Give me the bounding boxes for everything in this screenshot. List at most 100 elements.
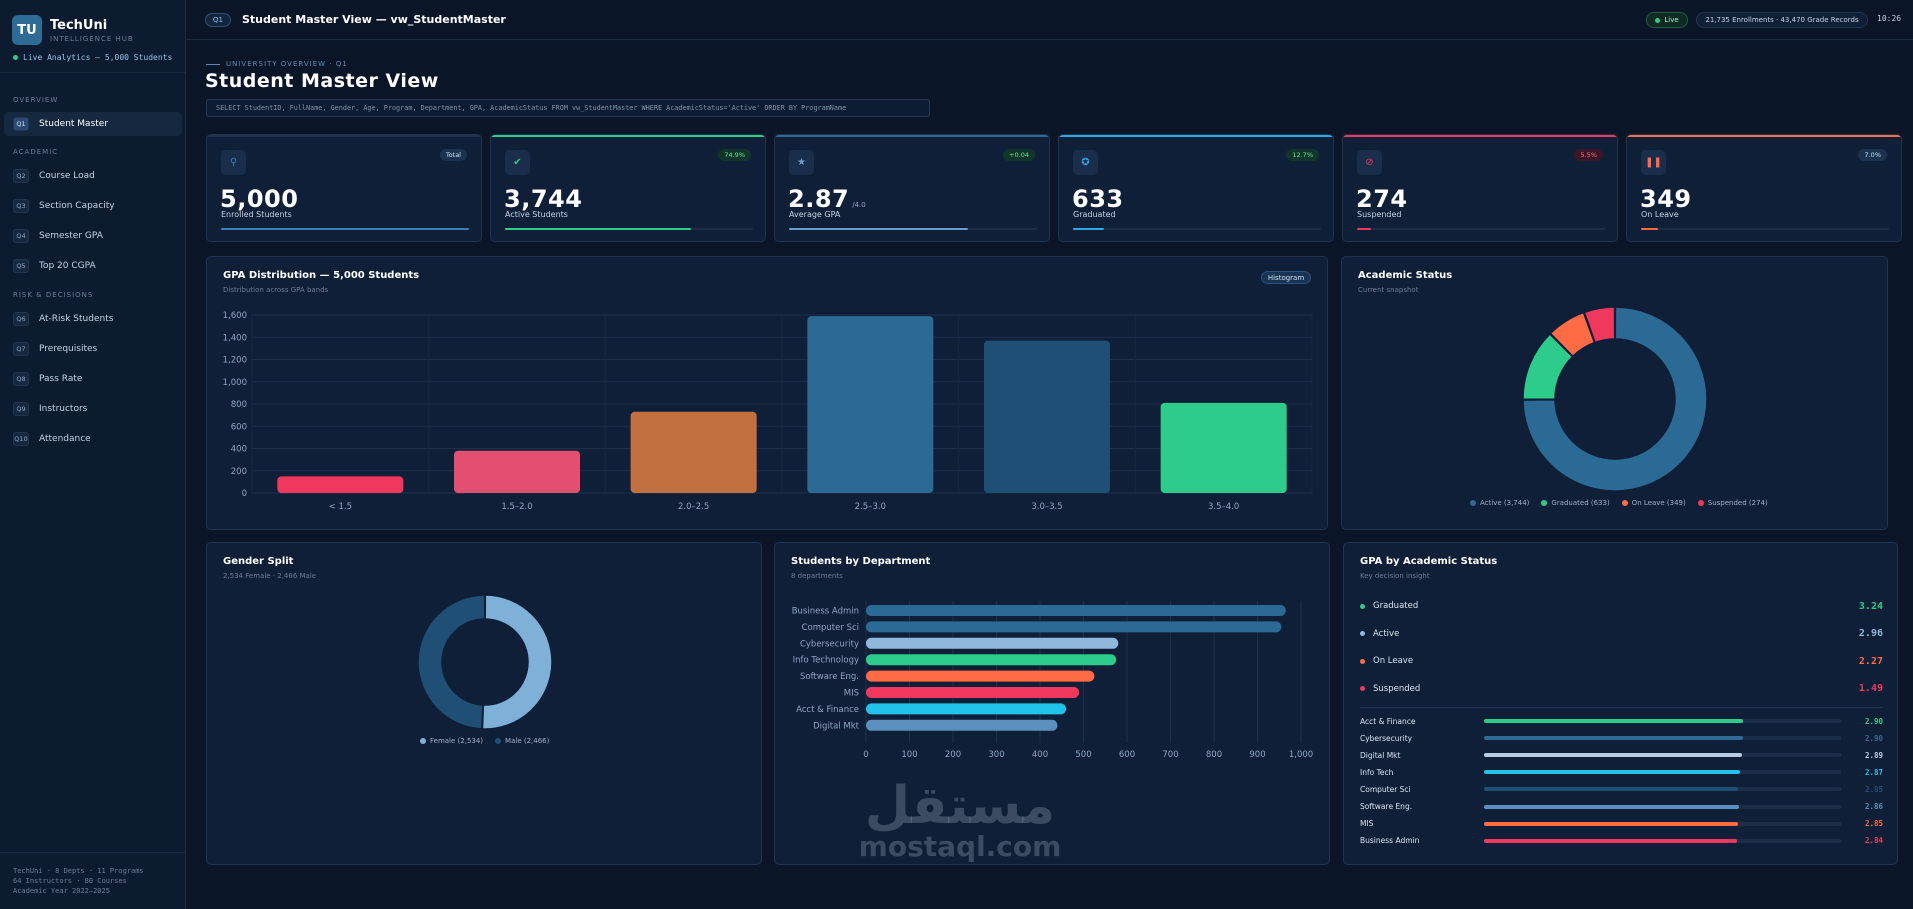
status-gpa-value: 2.27 (1858, 655, 1883, 667)
gpa-bar[interactable] (984, 340, 1110, 493)
kpi-value: 2.87/4.0 (788, 185, 866, 213)
app-name: TechUni (50, 17, 108, 33)
department-bar[interactable] (866, 605, 1286, 616)
donut-slice[interactable] (1549, 311, 1596, 358)
y-tick-label: 200 (231, 467, 247, 477)
department-bar[interactable] (866, 703, 1067, 715)
nav-code: Q7 (13, 342, 29, 356)
department-bar[interactable] (866, 687, 1080, 698)
panel-divider (1360, 707, 1883, 708)
live-dot-icon (1655, 17, 1661, 23)
x-tick-label: 800 (1206, 750, 1222, 760)
kpi-accent-line (1059, 135, 1333, 137)
department-gpa-fill (1484, 719, 1743, 723)
gpa-distribution-panel: GPA Distribution — 5,000 Students Distri… (206, 256, 1328, 530)
histogram-badge[interactable]: Histogram (1261, 271, 1311, 284)
legend-item: Female (2,534) (420, 737, 483, 745)
gpa-bar[interactable] (277, 476, 404, 493)
sidebar-item-instructors[interactable]: Q9 Instructors (4, 397, 182, 421)
sidebar-item-pass-rate[interactable]: Q8 Pass Rate (4, 367, 182, 391)
kpi-progress-track (1641, 228, 1889, 230)
kpi-accent-line (1627, 135, 1901, 137)
students-by-department-panel: Students by Department 8 departments 0 10… (774, 542, 1330, 865)
y-tick-label: Computer Sci (802, 623, 859, 633)
donut-slice[interactable] (417, 594, 486, 730)
graduation-icon: ⚲ (221, 150, 246, 175)
sidebar-item-course-load[interactable]: Q2 Course Load (4, 164, 182, 188)
department-bar[interactable] (866, 654, 1117, 666)
y-tick-label: 1,200 (223, 356, 247, 366)
y-tick-label: 1,000 (223, 378, 247, 388)
nav-label: Attendance (39, 434, 91, 444)
department-gpa-value: 2.84 (1864, 836, 1883, 846)
status-dot-icon (1360, 631, 1365, 636)
live-analytics-status: Live Analytics — 5,000 Students (13, 53, 172, 62)
x-tick-label: 500 (1075, 750, 1091, 760)
footer-line: Academic Year 2022–2025 (13, 887, 110, 895)
kpi-card: ✔ 74.9% 3,744 Active Students (490, 134, 766, 242)
nav-code: Q4 (13, 229, 29, 243)
blocked-icon: ⊘ (1357, 150, 1382, 175)
nav-label: At-Risk Students (39, 314, 114, 324)
legend-item: Active (3,744) (1470, 499, 1529, 507)
department-gpa-track (1484, 753, 1841, 758)
eyebrow: UNIVERSITY OVERVIEW · Q1 (206, 60, 348, 68)
kpi-card: ⊘ 5.5% 274 Suspended (1342, 134, 1618, 242)
sidebar-item-prerequisites[interactable]: Q7 Prerequisites (4, 337, 182, 361)
live-label: Live (1664, 16, 1679, 24)
sidebar-item-top-20-cgpa[interactable]: Q5 Top 20 CGPA (4, 254, 182, 278)
donut-slice[interactable] (1583, 306, 1616, 344)
legend-item: Suspended (274) (1697, 499, 1768, 507)
nav-code: Q10 (13, 432, 29, 446)
donut-slice[interactable] (1522, 306, 1708, 492)
live-pill: Live (1646, 12, 1688, 28)
department-gpa-fill (1484, 787, 1739, 792)
department-bar[interactable] (866, 621, 1282, 633)
nav-code: Q5 (13, 259, 29, 273)
department-gpa-fill (1484, 838, 1738, 843)
sidebar-divider (0, 72, 186, 73)
department-bar[interactable] (866, 637, 1119, 649)
y-tick-label: Business Admin (792, 607, 859, 617)
panel-title: GPA by Academic Status (1360, 556, 1498, 567)
x-tick-label: 1,000 (1289, 750, 1313, 760)
department-gpa-value: 2.89 (1864, 750, 1883, 760)
gpa-bar[interactable] (454, 450, 580, 493)
watermark: مستقل mostaql.com (840, 780, 1080, 862)
gpa-bar[interactable] (1160, 402, 1287, 493)
kpi-accent-line (775, 135, 1049, 137)
x-tick-label: 3.0–3.5 (1031, 502, 1062, 512)
donut-slice[interactable] (1522, 333, 1574, 400)
x-tick-label: 900 (1249, 750, 1265, 760)
y-tick-label: Software Eng. (800, 672, 859, 682)
department-bar[interactable] (866, 670, 1095, 682)
nav-code: Q8 (13, 372, 29, 386)
logo: TU (12, 15, 42, 45)
gpa-bar[interactable] (630, 411, 757, 493)
kpi-tag: 74.9% (718, 149, 751, 161)
gpa-bar[interactable] (807, 316, 934, 493)
legend-swatch (420, 738, 426, 744)
sidebar-item-at-risk-students[interactable]: Q6 At-Risk Students (4, 307, 182, 331)
sidebar-item-student-master[interactable]: Q1 Student Master (4, 112, 182, 136)
y-tick-label: 0 (242, 489, 247, 499)
kpi-progress-fill (789, 228, 968, 230)
kpi-progress-fill (1641, 228, 1659, 230)
topbar-title: Student Master View — vw_StudentMaster (242, 13, 506, 26)
department-gpa-track (1484, 719, 1841, 723)
sidebar-item-section-capacity[interactable]: Q3 Section Capacity (4, 194, 182, 218)
department-gpa-row: Info Tech 2.87 (1360, 766, 1883, 778)
sidebar-item-semester-gpa[interactable]: Q4 Semester GPA (4, 224, 182, 248)
panel-subtitle: 8 departments (791, 572, 843, 580)
kpi-card: ⚲ Total 5,000 Enrolled Students (206, 134, 482, 242)
y-tick-label: 800 (231, 400, 247, 410)
kpi-progress-fill (505, 228, 691, 230)
kpi-number: 2.87 (788, 185, 850, 213)
sidebar-item-attendance[interactable]: Q10 Attendance (4, 427, 182, 451)
brand: TU TechUni INTELLIGENCE HUB (12, 15, 134, 45)
status-gpa-row: Graduated 3.24 (1360, 601, 1883, 612)
department-bar[interactable] (866, 719, 1058, 731)
department-label: MIS (1360, 819, 1374, 829)
kpi-number: 274 (1356, 185, 1408, 213)
donut-slice[interactable] (481, 594, 553, 730)
